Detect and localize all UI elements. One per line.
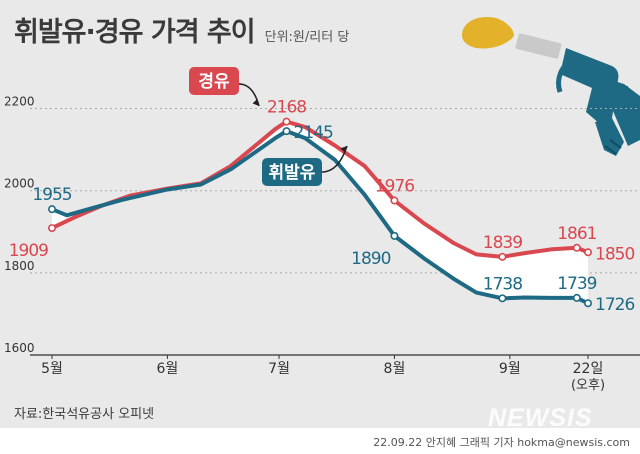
- unit-note: 단위:원/리터 당: [264, 30, 350, 45]
- gasoline-line: [50, 129, 590, 306]
- series-lines: [50, 119, 590, 306]
- source-note: 자료:한국석유공사 오피넷: [14, 407, 155, 422]
- data-label: 1850: [595, 244, 634, 264]
- data-label: 1909: [9, 241, 48, 261]
- data-label: 1738: [483, 274, 522, 294]
- data-label: 1890: [351, 249, 390, 269]
- tag-arrowhead: [340, 146, 347, 153]
- credit-line: 22.09.22 안지혜 그래픽 기자 hokma@newsis.com: [373, 436, 630, 449]
- data-label: 2168: [267, 98, 306, 118]
- data-point: [572, 243, 581, 252]
- data-point: [572, 293, 581, 302]
- data-label: 1861: [557, 224, 596, 244]
- footer-bar: [0, 428, 640, 454]
- data-point: [47, 205, 56, 214]
- series-markers: [47, 117, 592, 308]
- y-tick-label: 1800: [4, 259, 35, 273]
- x-tick-label: 5월: [41, 361, 63, 377]
- data-point: [390, 196, 399, 205]
- data-label: 1976: [375, 177, 414, 197]
- price-gap-band: [52, 121, 588, 304]
- data-label: 2145: [294, 123, 333, 143]
- y-tick-label: 1600: [4, 341, 35, 355]
- header: 휘발유·경유 가격 추이 단위:원/리터 당: [14, 10, 349, 49]
- data-point: [498, 252, 507, 261]
- data-point: [282, 117, 291, 126]
- series-tag-label: 휘발유: [269, 162, 316, 183]
- data-label: 1839: [483, 233, 522, 253]
- chart-grid: [30, 108, 640, 356]
- data-point: [498, 294, 507, 303]
- data-point: [583, 299, 592, 308]
- x-tick-label: 6월: [156, 361, 178, 377]
- newsis-watermark: NEWSIS: [488, 404, 593, 432]
- data-point: [47, 224, 56, 233]
- x-tick-label: 22일: [573, 361, 604, 377]
- x-axis: 5월 6월 7월 8월 9월 22일(오후): [41, 355, 605, 393]
- x-tick-label: 9월: [499, 361, 521, 377]
- page-title: 휘발유·경유 가격 추이: [14, 17, 256, 48]
- series-tag-box: [262, 158, 322, 186]
- series-tag-label: 경유: [198, 72, 230, 92]
- y-axis: 1600 1800 2000 2200: [4, 95, 35, 355]
- data-label: 1726: [595, 295, 634, 315]
- data-label: 1739: [557, 274, 596, 294]
- gap-area: [52, 121, 588, 304]
- y-tick-label: 2000: [4, 177, 35, 191]
- data-point: [583, 248, 592, 257]
- data-point: [282, 127, 291, 136]
- x-tick-label: 8월: [384, 361, 406, 377]
- x-tick-label: 7월: [268, 361, 290, 377]
- series-tag-box: [189, 67, 239, 95]
- y-tick-label: 2200: [4, 95, 35, 109]
- data-label: 1955: [32, 185, 71, 205]
- tag-arrowhead: [252, 99, 259, 106]
- fuel-nozzle-icon: [462, 16, 640, 156]
- x-tick-sublabel: (오후): [571, 378, 605, 393]
- data-point: [390, 231, 399, 240]
